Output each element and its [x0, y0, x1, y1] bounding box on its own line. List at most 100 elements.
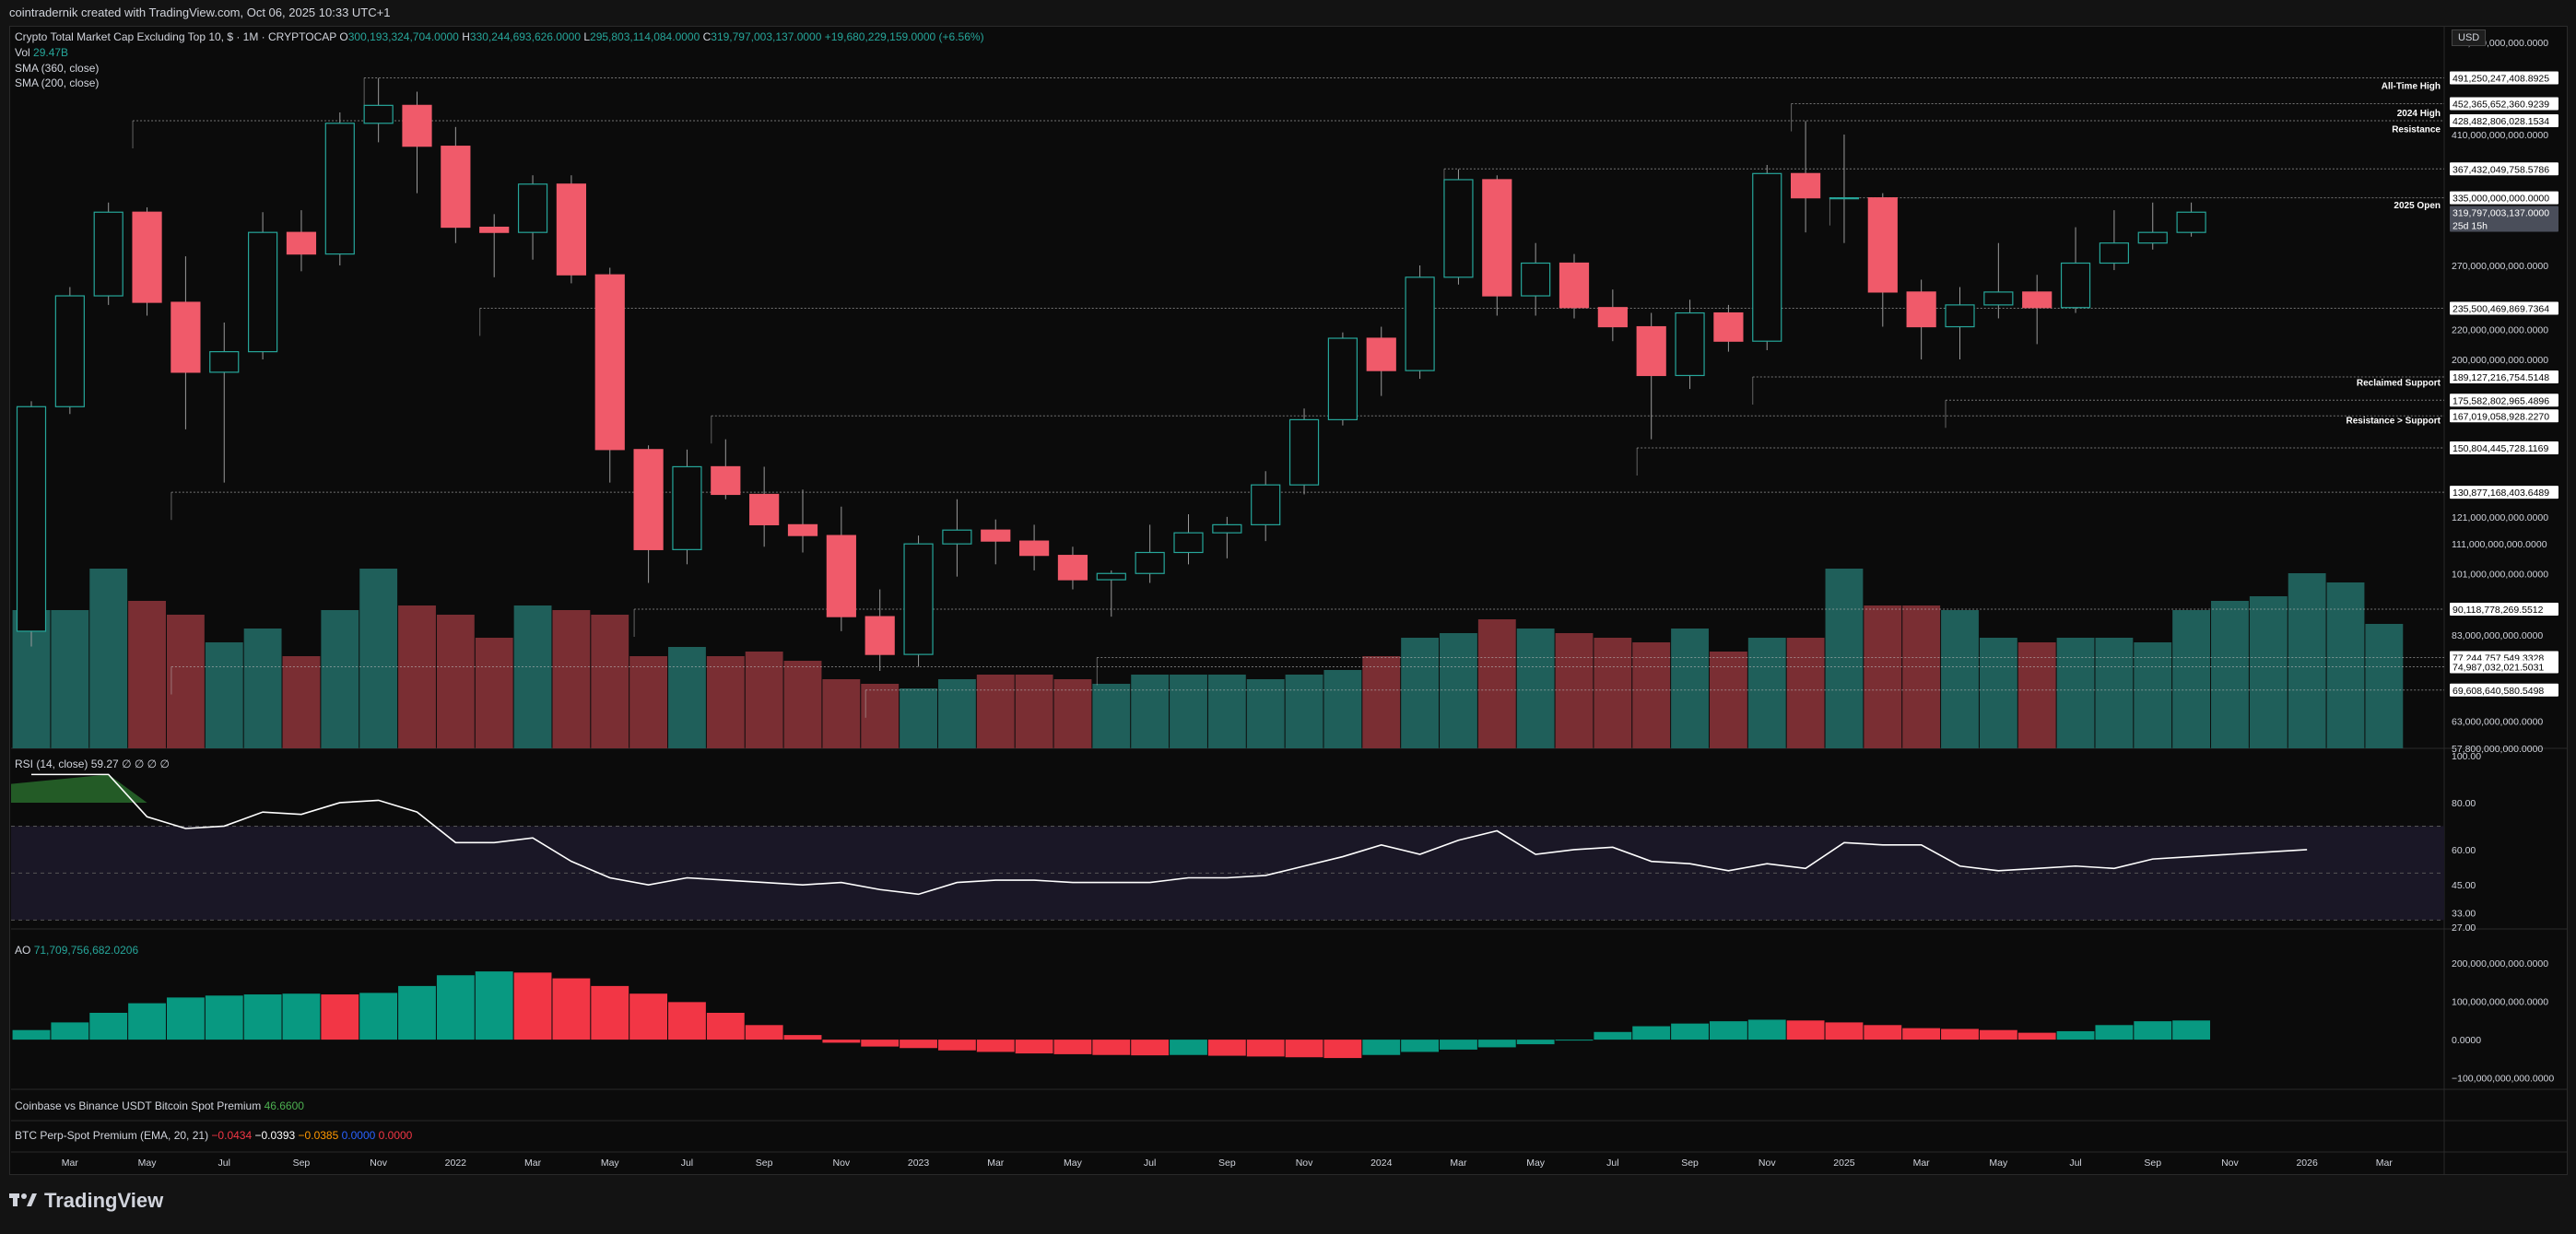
volume-bar	[2095, 638, 2134, 748]
ao-bar	[1864, 1025, 1902, 1040]
ao-bar	[359, 993, 398, 1040]
tradingview-brand: TradingView	[44, 1189, 164, 1212]
price-axis-tick: 270,000,000,000.0000	[2452, 261, 2548, 272]
candle-up	[363, 104, 394, 124]
symbol-name[interactable]: Crypto Total Market Cap Excluding Top 10…	[15, 30, 337, 43]
ao-bar	[1053, 1040, 1092, 1054]
ao-bar	[2134, 1021, 2172, 1040]
volume-bar	[1015, 675, 1053, 748]
time-axis-tick: 2023	[908, 1158, 930, 1169]
sma360-legend[interactable]: SMA (360, close)	[15, 62, 100, 75]
ao-bar	[1632, 1026, 1671, 1040]
volume-bar	[2365, 624, 2404, 748]
ao-bar	[2056, 1030, 2095, 1040]
time-axis-tick: May	[1526, 1158, 1546, 1169]
volume-legend[interactable]: Vol 29.47B	[15, 46, 68, 59]
candle-down	[1018, 540, 1050, 557]
ao-bar	[1131, 1040, 1170, 1056]
tradingview-footer: TradingView	[9, 1189, 163, 1213]
candle-up	[248, 231, 278, 353]
time-axis-tick: May	[1989, 1158, 2008, 1169]
volume-bar	[2134, 642, 2172, 748]
cb-premium-legend[interactable]: Coinbase vs Binance USDT Bitcoin Spot Pr…	[15, 1099, 304, 1112]
ao-bar	[1825, 1022, 1864, 1040]
level-price-label: 428,482,806,028.1534	[2452, 116, 2549, 127]
symbol-legend: Crypto Total Market Cap Excluding Top 10…	[15, 30, 984, 43]
ao-bar	[2017, 1032, 2056, 1040]
ao-bar	[1401, 1040, 1440, 1052]
candle-up	[942, 529, 972, 545]
rsi-axis-tick: 60.00	[2452, 845, 2476, 856]
volume-bar	[822, 679, 861, 748]
ao-bar	[1786, 1020, 1825, 1040]
level-price-label-bg	[2450, 603, 2558, 617]
volume-bar	[2326, 582, 2365, 748]
candle-down	[981, 529, 1011, 542]
volume-bar	[591, 615, 629, 748]
candle-up	[1945, 304, 1975, 328]
candle-down	[594, 274, 625, 451]
volume-bar	[1709, 652, 1747, 748]
high-value: 330,244,693,626.0000	[469, 30, 581, 43]
close-value: 319,797,003,137.0000	[711, 30, 822, 43]
volume-bar	[1323, 670, 1362, 748]
candle-down	[1867, 197, 1898, 293]
candle-up	[16, 405, 47, 632]
time-axis-tick: Sep	[1218, 1158, 1236, 1169]
level-price-label-bg	[2450, 114, 2558, 128]
volume-bar	[282, 656, 321, 748]
candle-down	[1597, 307, 1628, 328]
chart-frame[interactable]	[9, 26, 2568, 1175]
price-axis-tick: 200,000,000,000.0000	[2452, 355, 2548, 366]
vol-value: 29.47B	[33, 46, 69, 59]
candle-up	[1521, 262, 1551, 297]
ao-bar	[128, 1003, 166, 1040]
level-price-label: 130,877,168,403.6489	[2452, 488, 2549, 499]
level-annotation: All-Time High	[2382, 81, 2441, 91]
candle-down	[132, 211, 162, 303]
cb-value: 46.6600	[264, 1099, 304, 1112]
ao-bar	[822, 1040, 861, 1043]
volume-bar	[1246, 679, 1285, 748]
sma200-legend[interactable]: SMA (200, close)	[15, 76, 100, 89]
volume-bar	[900, 688, 937, 748]
currency-button[interactable]: USD	[2452, 29, 2487, 46]
rsi-overbought-fill	[11, 774, 147, 803]
rsi-axis-tick: 33.00	[2452, 909, 2476, 920]
time-axis-tick: Nov	[1296, 1158, 1313, 1169]
candle-up	[1405, 276, 1435, 371]
ao-bar	[668, 1002, 706, 1040]
ao-bar	[513, 972, 552, 1040]
ao-bar	[1902, 1028, 1941, 1040]
level-price-label: 189,127,216,754.5148	[2452, 372, 2549, 383]
level-price-label-bg	[2450, 660, 2558, 674]
volume-bar	[2172, 610, 2211, 748]
volume-bar	[89, 569, 128, 748]
rsi-legend[interactable]: RSI (14, close) 59.27 ∅ ∅ ∅ ∅	[15, 758, 170, 770]
volume-bar	[398, 605, 436, 748]
volume-bar	[321, 610, 359, 748]
candle-up	[1327, 337, 1359, 421]
ao-legend[interactable]: AO 71,709,756,682.0206	[15, 944, 138, 957]
level-annotation: Reclaimed Support	[2357, 379, 2441, 389]
rsi-axis-tick: 80.00	[2452, 798, 2476, 809]
price-axis-tick: 220,000,000,000.0000	[2452, 325, 2548, 336]
time-axis-tick: Sep	[293, 1158, 311, 1169]
ao-bar	[2095, 1025, 2134, 1040]
time-axis-tick: Sep	[2144, 1158, 2161, 1169]
volume-bar	[205, 642, 243, 748]
candle-up	[1212, 523, 1242, 534]
level-price-label: 150,804,445,728.1169	[2452, 443, 2548, 454]
ao-bar	[1747, 1019, 1786, 1040]
candle-up	[2176, 211, 2206, 233]
perp-premium-legend[interactable]: BTC Perp-Spot Premium (EMA, 20, 21) −0.0…	[15, 1129, 412, 1142]
ao-axis-tick: 0.0000	[2452, 1035, 2481, 1046]
candle-down	[749, 493, 780, 525]
price-axis-tick: 101,000,000,000.0000	[2452, 569, 2548, 580]
level-price-label: 175,582,802,965.4896	[2452, 395, 2549, 406]
ao-name: AO	[15, 944, 31, 957]
volume-bar	[1362, 656, 1401, 748]
candle-down	[1790, 172, 1821, 199]
ao-bar	[976, 1040, 1015, 1052]
